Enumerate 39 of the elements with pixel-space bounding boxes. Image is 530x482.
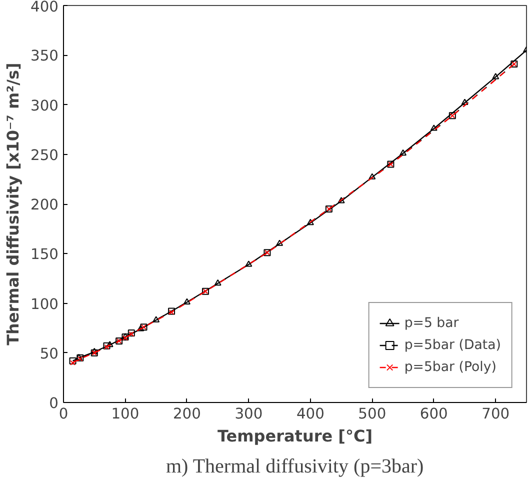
y-tick-label: 100: [30, 296, 59, 313]
text: m) Thermal diffusivity (p=3bar): [166, 456, 424, 478]
point: [276, 240, 284, 246]
x-tick-label: 700: [482, 406, 510, 422]
point: [69, 357, 76, 364]
y-tick-label: 50: [40, 345, 59, 362]
point: [152, 316, 160, 322]
point: [400, 149, 407, 156]
point: [245, 260, 252, 267]
x-tick-label: 100: [111, 406, 140, 422]
x-tick-label: 200: [172, 406, 201, 422]
y-tick-label: 150: [30, 246, 59, 264]
legend-label: p=5bar (Data): [404, 338, 501, 352]
x-tick-label: 400: [296, 406, 324, 422]
x-tick-label: 500: [358, 406, 386, 422]
legend-label: p=5bar (Poly): [404, 360, 496, 374]
legend-label: p=5 bar: [404, 316, 459, 330]
point: [183, 298, 190, 304]
x-axis-title: Temperature [°C]: [217, 426, 373, 446]
x-tick-label: 300: [234, 406, 263, 422]
y-tick-label: 300: [30, 97, 59, 114]
y-tick-label: 200: [30, 196, 59, 214]
point: [90, 348, 98, 354]
point: [492, 72, 500, 80]
point: [430, 124, 438, 131]
point: [137, 325, 144, 332]
point: [306, 218, 314, 226]
y-tick-label: 400: [30, 0, 59, 16]
y-tick-label: 350: [30, 48, 59, 65]
y-tick-label: 250: [30, 146, 59, 164]
point: [368, 173, 376, 180]
x-tick-label: 600: [420, 406, 448, 422]
point: [70, 360, 76, 366]
y-axis-title: Thermal diffusivity [x10⁻⁷ m²/s]: [4, 62, 23, 346]
point: [461, 98, 468, 105]
point: [214, 279, 222, 286]
point: [106, 340, 114, 348]
point: [338, 197, 345, 204]
y-tick-label: 0: [49, 395, 59, 412]
